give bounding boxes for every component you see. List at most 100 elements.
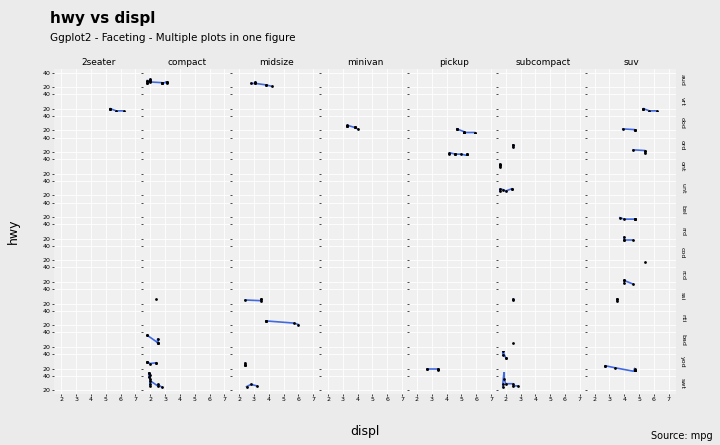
Point xyxy=(508,142,519,149)
Point xyxy=(156,79,168,86)
Point xyxy=(459,129,470,136)
Point xyxy=(459,128,470,135)
Point xyxy=(498,366,510,373)
Point xyxy=(508,382,519,389)
Point xyxy=(629,367,640,374)
Point xyxy=(145,380,156,387)
Text: ssi: ssi xyxy=(680,292,685,300)
Point xyxy=(104,105,116,112)
Point xyxy=(104,105,116,112)
Point xyxy=(599,363,611,370)
Point xyxy=(611,295,623,302)
Point xyxy=(251,382,263,389)
Point xyxy=(629,215,640,222)
Point xyxy=(145,78,156,85)
Point xyxy=(156,80,168,87)
Text: midsize: midsize xyxy=(258,58,294,67)
Point xyxy=(498,376,510,383)
Point xyxy=(462,150,473,158)
Point xyxy=(239,361,251,368)
Point xyxy=(629,365,640,372)
Point xyxy=(156,384,168,391)
Point xyxy=(639,150,651,157)
Point xyxy=(341,122,353,129)
Point xyxy=(497,380,508,387)
Point xyxy=(142,359,153,366)
Point xyxy=(156,80,168,87)
Point xyxy=(432,366,444,373)
Text: suv: suv xyxy=(624,58,639,67)
Text: bad: bad xyxy=(680,334,685,346)
Point xyxy=(618,236,630,243)
Text: ord: ord xyxy=(680,140,685,150)
Point xyxy=(150,359,162,366)
Point xyxy=(508,339,519,346)
Point xyxy=(142,332,153,339)
Point xyxy=(145,76,156,83)
Text: subcompact: subcompact xyxy=(515,58,570,67)
Point xyxy=(341,122,353,129)
Point xyxy=(462,152,473,159)
Point xyxy=(469,129,480,136)
Text: rrd: rrd xyxy=(680,227,685,236)
Text: compact: compact xyxy=(168,58,207,67)
Point xyxy=(421,365,433,372)
Point xyxy=(494,162,505,169)
Point xyxy=(629,215,640,222)
Point xyxy=(246,80,257,87)
Point xyxy=(638,105,649,112)
Point xyxy=(508,295,519,302)
Point xyxy=(143,374,155,381)
Point xyxy=(161,80,172,87)
Point xyxy=(629,215,640,222)
Point xyxy=(288,320,300,327)
Point xyxy=(644,107,655,114)
Point xyxy=(629,215,640,222)
Point xyxy=(256,295,267,303)
Point xyxy=(497,186,508,193)
Point xyxy=(497,348,508,355)
Point xyxy=(150,359,162,366)
Point xyxy=(618,277,630,284)
Point xyxy=(449,150,461,158)
Point xyxy=(462,150,473,158)
Point xyxy=(145,372,156,379)
Text: aud: aud xyxy=(680,74,685,86)
Point xyxy=(349,124,361,131)
Text: Ggplot2 - Faceting - Multiple plots in one figure: Ggplot2 - Faceting - Multiple plots in o… xyxy=(50,33,296,43)
Point xyxy=(161,78,172,85)
Point xyxy=(494,164,505,171)
Point xyxy=(497,351,508,358)
Point xyxy=(145,377,156,384)
Point xyxy=(152,382,163,389)
Point xyxy=(611,295,623,303)
Point xyxy=(617,125,629,133)
Point xyxy=(142,80,153,87)
Point xyxy=(239,361,251,368)
Text: cod: cod xyxy=(680,247,685,259)
Point xyxy=(629,367,640,374)
Point xyxy=(341,122,353,129)
Point xyxy=(142,79,153,86)
Point xyxy=(250,80,261,87)
Point xyxy=(143,369,155,376)
Text: pickup: pickup xyxy=(439,58,469,67)
Point xyxy=(449,150,461,158)
Point xyxy=(629,368,640,375)
Point xyxy=(349,124,361,131)
Point xyxy=(629,366,640,373)
Point xyxy=(451,125,463,133)
Point xyxy=(150,295,162,303)
Point xyxy=(250,80,261,87)
Point xyxy=(494,162,505,169)
Point xyxy=(152,336,163,343)
Point xyxy=(250,78,261,85)
Point xyxy=(508,380,519,387)
Point xyxy=(610,364,621,372)
Point xyxy=(444,149,455,156)
Text: hwy vs displ: hwy vs displ xyxy=(50,11,156,26)
Point xyxy=(421,365,433,372)
Point xyxy=(469,129,480,136)
Point xyxy=(494,161,505,168)
Point xyxy=(627,236,639,243)
